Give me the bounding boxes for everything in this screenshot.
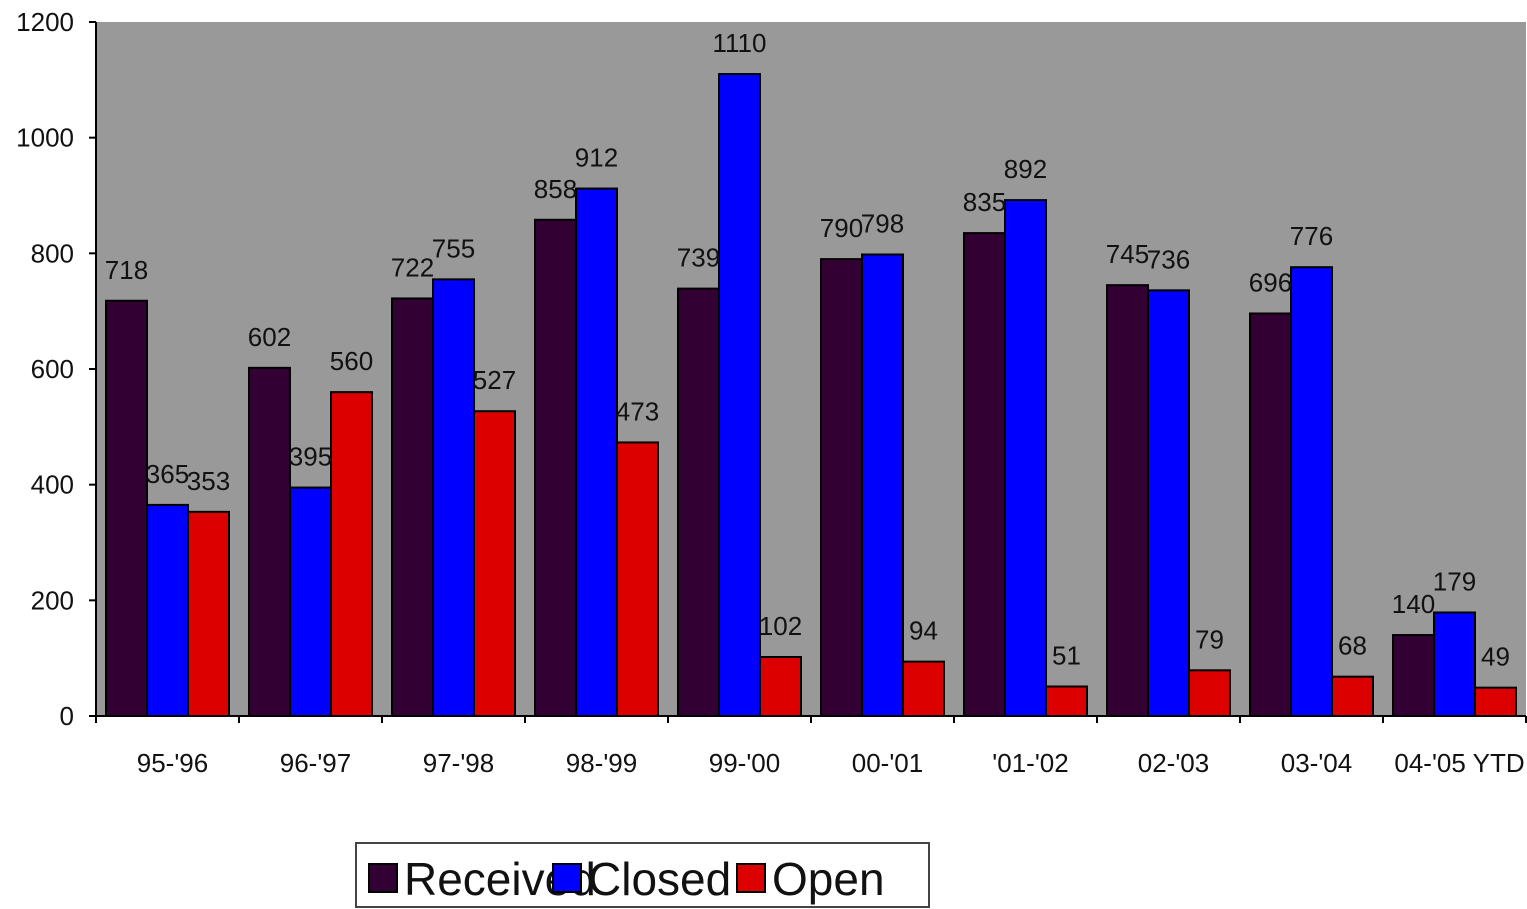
data-label-closed: 395: [289, 442, 332, 472]
bar-closed: [1433, 611, 1476, 717]
y-tick-label: 600: [31, 354, 74, 384]
data-label-received: 745: [1106, 239, 1149, 269]
data-label-received: 140: [1392, 589, 1435, 619]
bar-open: [330, 391, 373, 717]
x-tick-label: 97-'98: [423, 748, 494, 778]
bar-received: [1392, 634, 1435, 717]
data-label-open: 94: [909, 616, 938, 646]
data-label-open: 560: [330, 346, 373, 376]
bars: [105, 73, 1517, 718]
bar-received: [105, 299, 148, 717]
data-label-closed: 912: [575, 143, 618, 173]
legend-label-closed: Closed: [588, 853, 731, 905]
bar-closed: [718, 73, 761, 718]
bar-open: [473, 410, 516, 717]
bar-closed: [1147, 289, 1190, 717]
bar-received: [1106, 284, 1149, 717]
bar-closed: [575, 187, 618, 717]
bar-received: [677, 287, 720, 717]
data-label-open: 51: [1052, 641, 1081, 671]
x-tick-label: 03-'04: [1281, 748, 1352, 778]
legend-label-open: Open: [772, 853, 885, 905]
bar-received: [534, 218, 577, 717]
data-label-closed: 1110: [713, 28, 767, 58]
bar-received: [248, 366, 291, 717]
data-label-received: 718: [105, 255, 148, 285]
data-label-closed: 755: [432, 233, 475, 263]
y-tick-label: 400: [31, 470, 74, 500]
data-label-received: 858: [534, 174, 577, 204]
data-label-received: 696: [1249, 267, 1292, 297]
x-tick-label: 98-'99: [566, 748, 637, 778]
data-label-open: 102: [759, 611, 802, 641]
x-tick-label: 96-'97: [280, 748, 351, 778]
legend-box: [355, 842, 930, 908]
data-label-closed: 736: [1147, 244, 1190, 274]
legend-swatch-closed: [552, 863, 582, 893]
bar-open: [616, 441, 659, 717]
y-tick-label: 1200: [16, 7, 74, 37]
x-tick-label: '01-'02: [992, 748, 1068, 778]
bar-received: [1249, 312, 1292, 717]
x-tick-label: 95-'96: [137, 748, 208, 778]
bar-closed: [146, 503, 189, 717]
data-label-received: 602: [248, 322, 291, 352]
x-tick-label: 04-'05 YTD: [1394, 748, 1524, 778]
data-label-closed: 365: [146, 459, 189, 489]
data-label-open: 79: [1195, 624, 1224, 654]
data-label-received: 835: [963, 187, 1006, 217]
y-tick-label: 200: [31, 585, 74, 615]
bar-received: [391, 297, 434, 717]
bar-closed: [861, 253, 904, 718]
x-tick-label: 99-'00: [709, 748, 780, 778]
bar-closed: [432, 278, 475, 717]
legend-swatch-received: [368, 863, 398, 893]
data-label-received: 722: [391, 252, 434, 282]
x-tick-label: 02-'03: [1138, 748, 1209, 778]
bar-open: [1045, 685, 1088, 718]
bar-open: [187, 510, 230, 717]
data-label-closed: 776: [1290, 221, 1333, 251]
y-tick-label: 800: [31, 238, 74, 268]
y-tick-label: 1000: [16, 123, 74, 153]
y-tick-label: 0: [60, 701, 74, 731]
x-tick-label: 00-'01: [852, 748, 923, 778]
bar-received: [820, 258, 863, 717]
data-label-open: 353: [187, 466, 230, 496]
legend-swatch-open: [736, 863, 766, 893]
bar-open: [902, 660, 945, 717]
data-label-open: 49: [1481, 642, 1510, 672]
data-label-open: 473: [616, 396, 659, 426]
bar-open: [759, 656, 802, 718]
bar-open: [1331, 675, 1374, 718]
bar-open: [1188, 669, 1231, 717]
data-label-received: 790: [820, 213, 863, 243]
data-label-open: 68: [1338, 631, 1367, 661]
data-label-received: 739: [677, 243, 720, 273]
data-label-closed: 179: [1433, 566, 1476, 596]
bar-closed: [289, 486, 332, 717]
y-axis: 0 200 400 600 800 1000 1200: [16, 7, 97, 731]
bar-open: [1474, 686, 1517, 718]
bar-received: [963, 232, 1006, 717]
data-label-open: 527: [473, 365, 516, 395]
x-axis: 95-'96 96-'97 97-'98 98-'99 99-'00 00-'01 '01-…: [95, 715, 1527, 778]
data-label-closed: 892: [1004, 154, 1047, 184]
bar-closed: [1290, 266, 1333, 717]
bar-closed: [1004, 199, 1047, 718]
data-label-closed: 798: [861, 208, 904, 238]
